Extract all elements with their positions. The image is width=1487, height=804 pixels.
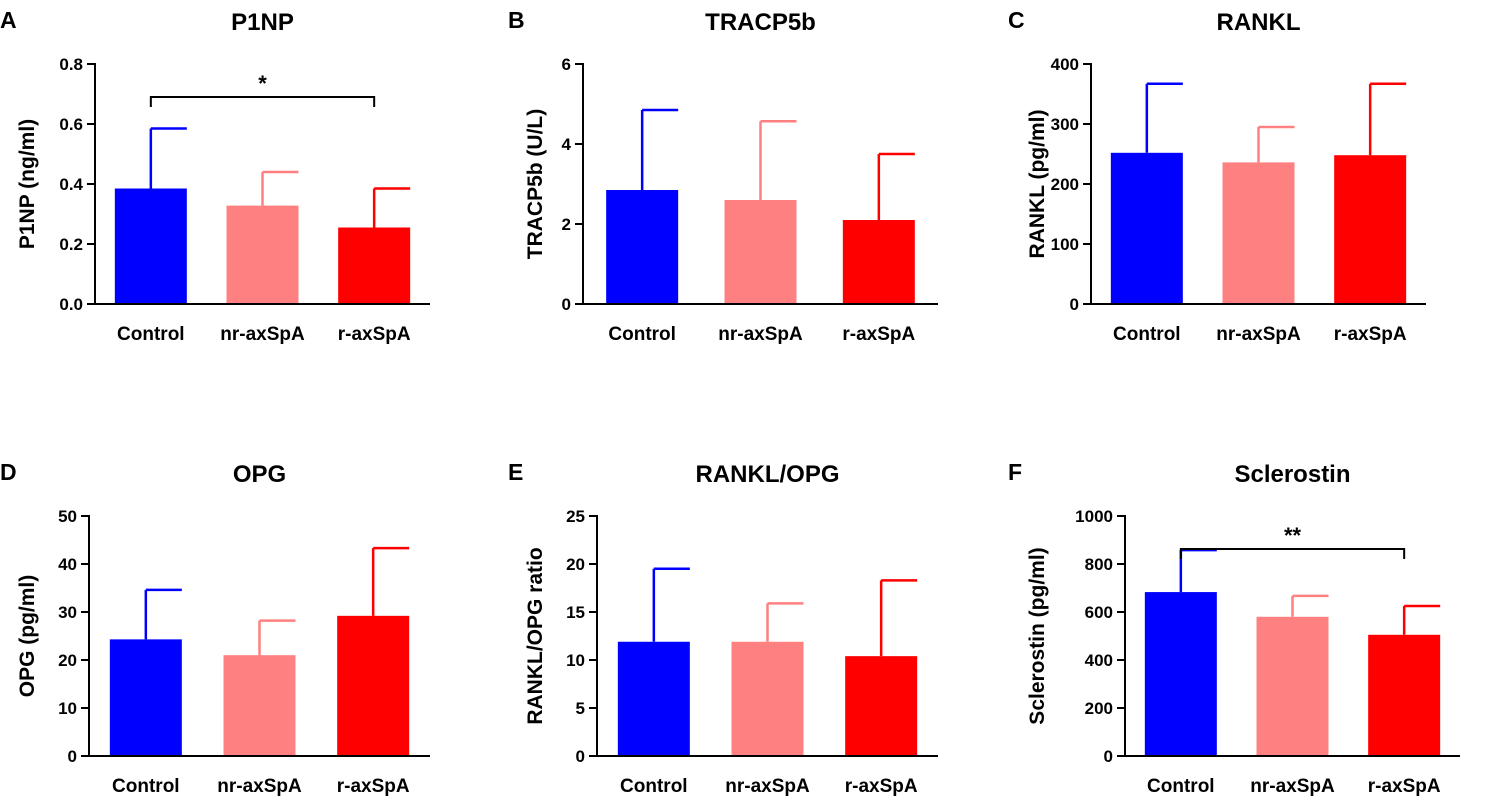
x-tick-label: r-axSpA: [842, 324, 915, 345]
x-tick-label: nr-axSpA: [220, 324, 305, 345]
y-tick-label: 0: [576, 747, 585, 766]
y-tick-label: 400: [1085, 651, 1113, 670]
y-tick-label: 15: [566, 603, 585, 622]
y-tick-label: 0.6: [59, 115, 83, 134]
y-axis-label: RANKL (pg/ml): [1026, 110, 1049, 259]
bar-control: [606, 190, 679, 304]
bar-control: [1144, 592, 1217, 756]
y-tick-label: 10: [58, 699, 77, 718]
panel-letter: F: [1008, 459, 1022, 485]
y-tick-label: 2: [562, 215, 571, 234]
bar-r-axspa: [1368, 634, 1441, 756]
chart-title: RANKL/OPG: [696, 461, 840, 488]
y-tick-label: 10: [566, 651, 585, 670]
chart-title: Sclerostin: [1234, 461, 1350, 488]
bar-r-axspa: [845, 656, 918, 756]
y-tick-label: 25: [566, 507, 585, 526]
y-tick-label: 40: [58, 555, 77, 574]
chart-title: TRACP5b: [705, 9, 816, 36]
x-tick-label: Control: [620, 776, 688, 797]
y-tick-label: 50: [58, 507, 77, 526]
chart-panel-a: A P1NP P1NP (ng/ml) 0.0 0.2 0.4 0.6 0.8 Control n…: [0, 7, 430, 345]
y-tick-label: 0: [1070, 295, 1079, 314]
bar-nr-axspa: [1222, 162, 1295, 304]
significance-label: **: [1284, 523, 1302, 548]
bar-nr-axspa: [724, 200, 797, 304]
panel-letter: A: [0, 7, 17, 33]
x-tick-label: nr-axSpA: [1250, 776, 1335, 797]
x-tick-label: Control: [1113, 324, 1181, 345]
bar-control: [617, 641, 690, 756]
chart-title: OPG: [233, 461, 286, 488]
chart-title: RANKL: [1217, 9, 1301, 36]
bar-nr-axspa: [223, 655, 296, 756]
x-tick-label: r-axSpA: [845, 776, 918, 797]
y-tick-label: 400: [1051, 55, 1079, 74]
y-tick-label: 0: [562, 295, 571, 314]
panel-letter: E: [508, 459, 523, 485]
chart-title: P1NP: [231, 9, 294, 36]
significance-bracket: [149, 96, 376, 107]
y-tick-label: 200: [1051, 175, 1079, 194]
x-tick-label: r-axSpA: [1368, 776, 1441, 797]
chart-panel-e: E RANKL/OPG RANKL/OPG ratio 0 5 10 15 20 25 Contr…: [508, 459, 938, 797]
y-axis-label: Sclerostin (pg/ml): [1026, 547, 1049, 724]
panel-letter: C: [1008, 7, 1025, 33]
chart-panel-c: C RANKL RANKL (pg/ml) 0 100 200 300 400 Control n…: [1008, 7, 1426, 345]
y-tick-label: 0.2: [59, 235, 83, 254]
bar-r-axspa: [1334, 155, 1407, 304]
y-tick-label: 100: [1051, 235, 1079, 254]
x-tick-label: Control: [117, 324, 185, 345]
bar-r-axspa: [337, 615, 410, 756]
y-tick-label: 5: [576, 699, 585, 718]
y-tick-label: 20: [566, 555, 585, 574]
significance-label: *: [258, 71, 267, 96]
y-tick-label: 0.8: [59, 55, 83, 74]
bar-nr-axspa: [1256, 616, 1329, 756]
y-tick-label: 200: [1085, 699, 1113, 718]
bar-control: [1110, 152, 1183, 304]
panel-letter: B: [508, 7, 525, 33]
y-tick-label: 300: [1051, 115, 1079, 134]
y-tick-label: 0.0: [59, 295, 83, 314]
chart-panel-b: B TRACP5b TRACP5b (U/L) 0 2 4 6 Control nr-axSpA…: [508, 7, 938, 345]
y-tick-label: 800: [1085, 555, 1113, 574]
x-tick-label: nr-axSpA: [725, 776, 810, 797]
chart-panel-f: F Sclerostin Sclerostin (pg/ml) 0 200 400 600 8…: [1008, 459, 1460, 797]
y-tick-label: 20: [58, 651, 77, 670]
y-tick-label: 600: [1085, 603, 1113, 622]
x-tick-label: nr-axSpA: [1216, 324, 1301, 345]
bar-control: [114, 188, 187, 304]
x-tick-label: r-axSpA: [338, 324, 411, 345]
bar-control: [109, 639, 182, 756]
y-tick-label: 0: [1104, 747, 1113, 766]
significance-bracket: [1179, 548, 1406, 559]
x-tick-label: nr-axSpA: [217, 776, 302, 797]
bar-nr-axspa: [226, 205, 299, 304]
y-tick-label: 30: [58, 603, 77, 622]
y-axis-label: TRACP5b (U/L): [524, 109, 547, 260]
y-axis-label: P1NP (ng/ml): [16, 119, 39, 249]
y-tick-label: 1000: [1075, 507, 1113, 526]
x-tick-label: Control: [1147, 776, 1215, 797]
chart-panel-d: D OPG OPG (pg/ml) 0 10 20 30 40 50 Control nr-axSp…: [0, 459, 430, 797]
bar-nr-axspa: [731, 641, 804, 756]
bar-r-axspa: [842, 220, 915, 304]
x-tick-label: Control: [608, 324, 676, 345]
y-axis-label: OPG (pg/ml): [16, 575, 39, 698]
x-tick-label: nr-axSpA: [718, 324, 803, 345]
y-tick-label: 0.4: [59, 175, 83, 194]
y-tick-label: 0: [68, 747, 77, 766]
x-tick-label: r-axSpA: [337, 776, 410, 797]
y-tick-label: 6: [562, 55, 571, 74]
y-tick-label: 4: [562, 135, 572, 154]
panel-letter: D: [0, 459, 17, 485]
y-axis-label: RANKL/OPG ratio: [524, 547, 547, 724]
x-tick-label: r-axSpA: [1334, 324, 1407, 345]
bar-r-axspa: [338, 227, 411, 304]
x-tick-label: Control: [112, 776, 180, 797]
